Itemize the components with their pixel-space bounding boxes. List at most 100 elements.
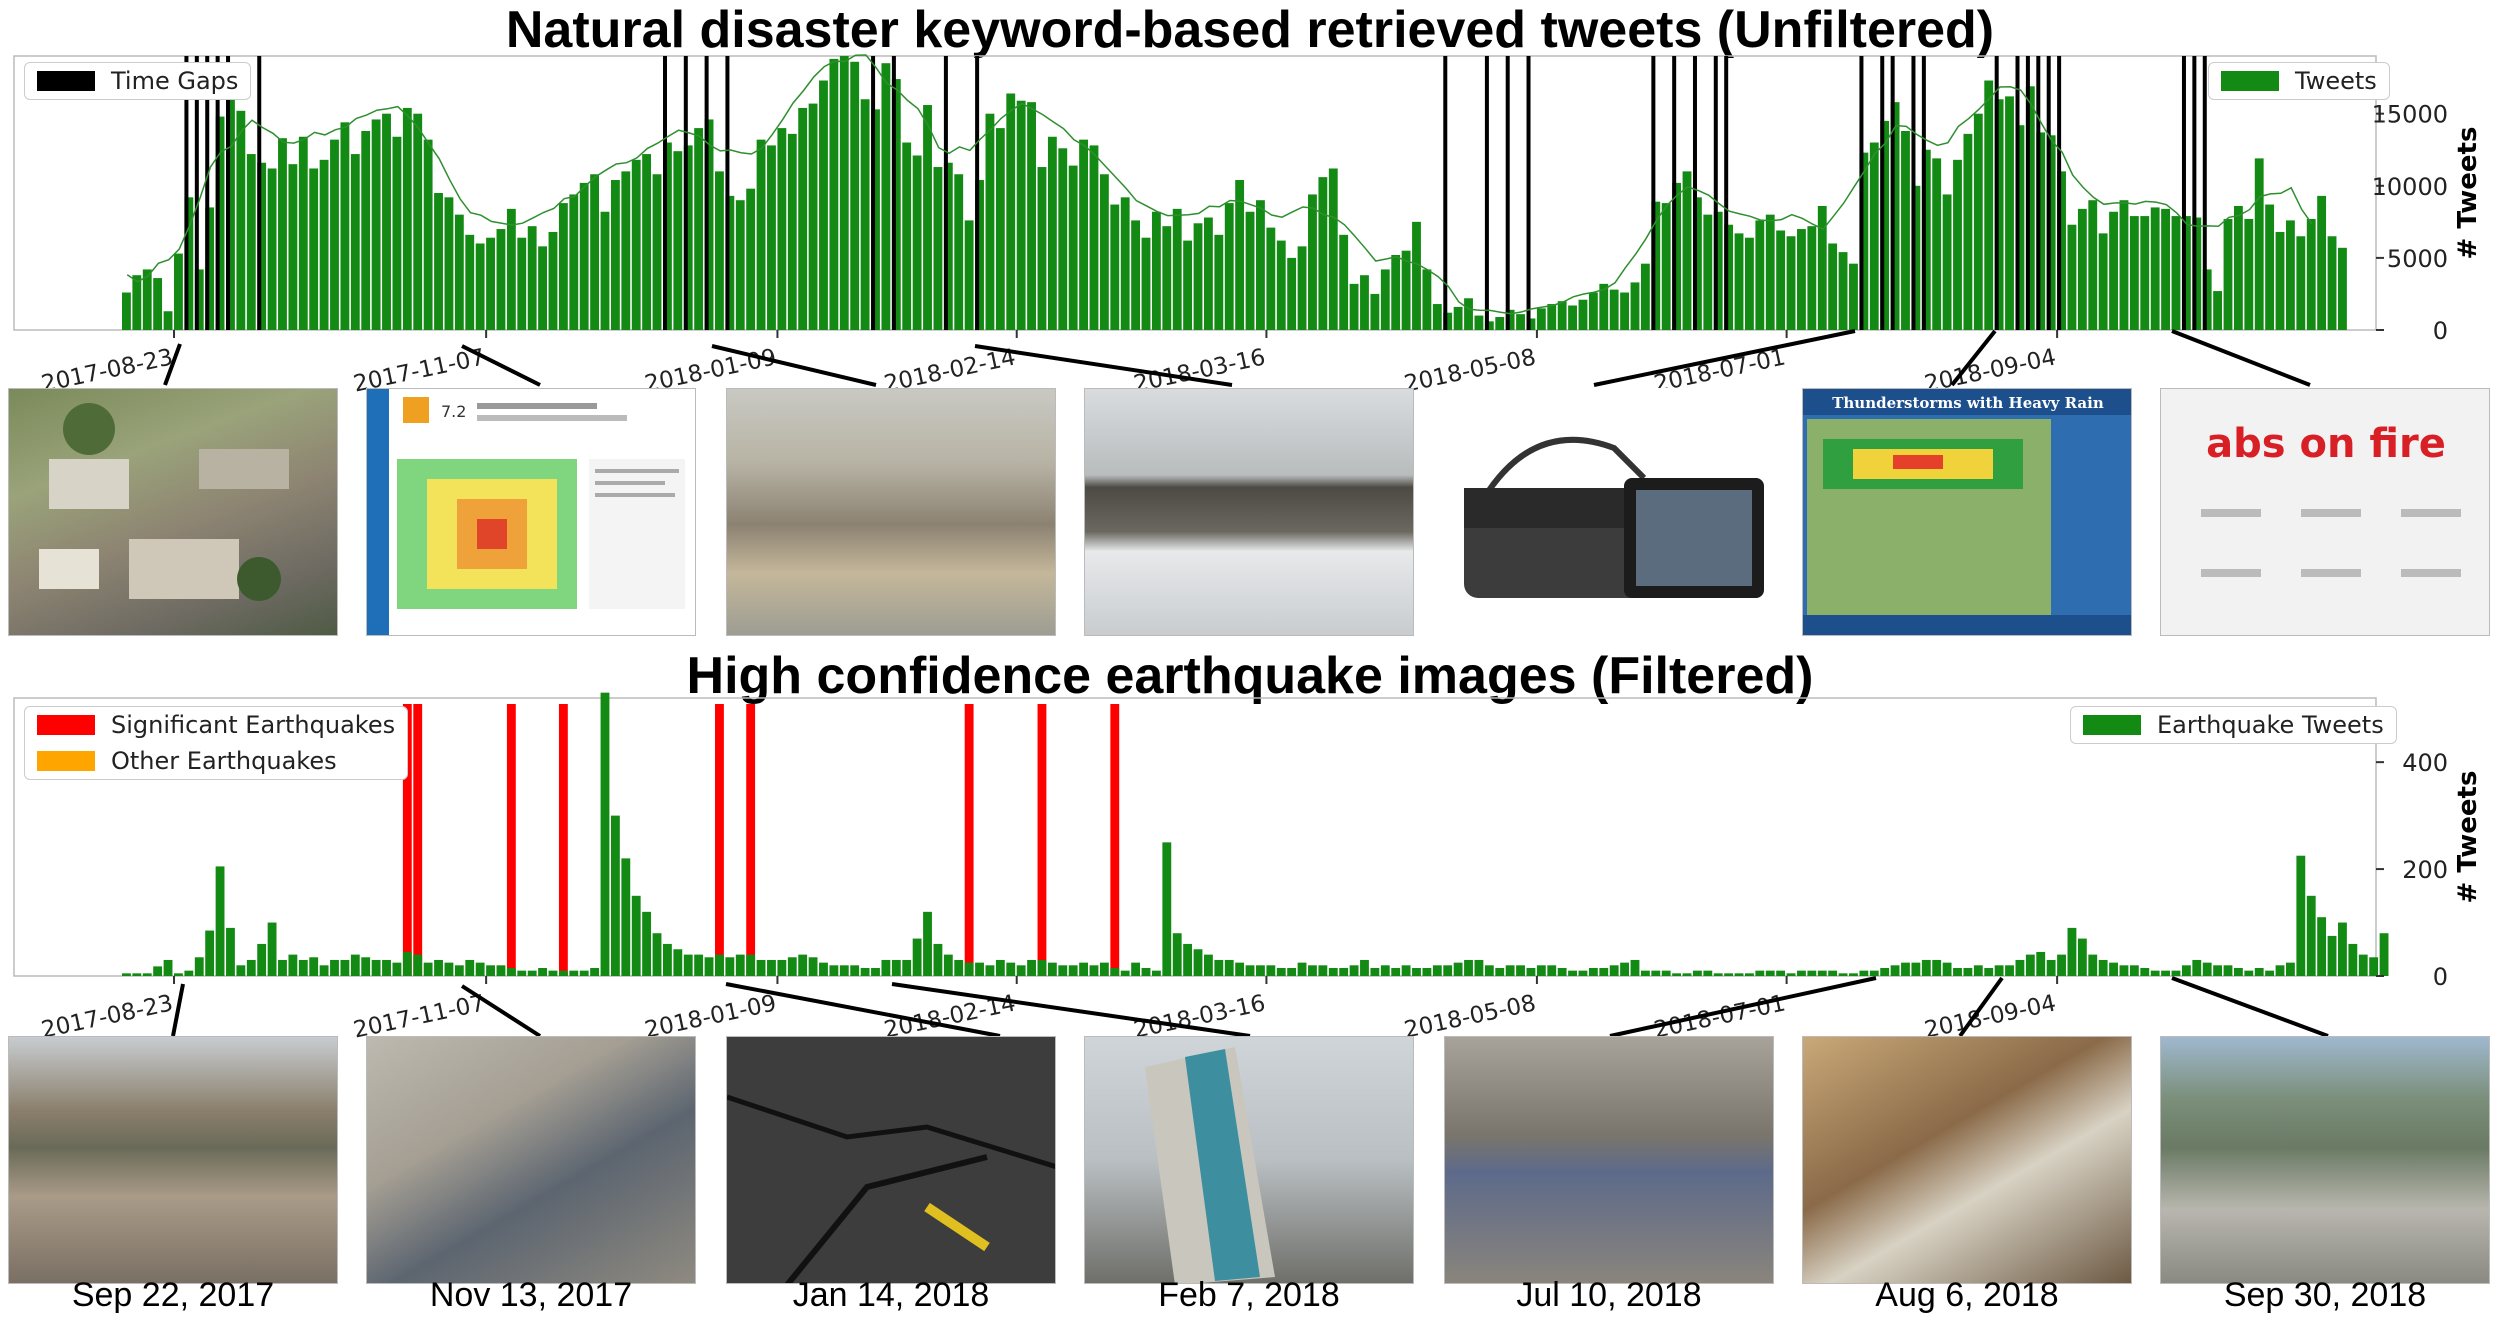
top-bar xyxy=(330,139,339,330)
top-bar xyxy=(1276,240,1286,330)
bottom-bar xyxy=(454,965,464,976)
bottom-bar xyxy=(985,965,995,976)
top-bar xyxy=(1099,174,1109,330)
bottom-significant-earthquake-4 xyxy=(746,704,756,976)
top-bar xyxy=(2327,236,2337,330)
bottom-bar xyxy=(933,943,943,976)
top-bar xyxy=(1692,197,1702,330)
top-bar xyxy=(1578,299,1588,330)
top-bar xyxy=(2098,233,2108,330)
bottom-bar xyxy=(1172,933,1182,976)
bottom-bar xyxy=(215,866,225,976)
bottom-bar xyxy=(2119,965,2129,976)
top-bar xyxy=(194,269,204,330)
top-bar xyxy=(871,109,880,330)
bottom-bar xyxy=(1443,965,1453,976)
top-bar xyxy=(985,113,995,331)
top-time-gap xyxy=(1651,56,1656,330)
top-time-gap xyxy=(683,56,688,330)
bottom-bar xyxy=(1099,962,1109,976)
bottom-bar xyxy=(1828,970,1838,976)
bottom-bar xyxy=(808,957,818,976)
photo-connector-line xyxy=(725,982,1001,1038)
top-time-gap xyxy=(1724,56,1729,330)
bag-tablet-art xyxy=(1464,436,1764,598)
bottom-bar xyxy=(319,965,329,976)
top-bar xyxy=(1859,152,1869,330)
bottom-bar xyxy=(621,858,631,976)
destroyed-truck-photo xyxy=(1444,1036,1774,1284)
top-ylabel: # Tweets xyxy=(2453,127,2483,260)
bottom-bar xyxy=(2025,954,2035,976)
top-time-gap xyxy=(1890,56,1895,330)
legend-earthquake-tweets: Earthquake Tweets xyxy=(2157,711,2384,739)
bottom-bar xyxy=(163,959,173,976)
bottom-bar xyxy=(829,965,839,976)
bottom-bar xyxy=(361,957,371,976)
top-bar xyxy=(174,253,183,330)
bottom-bar xyxy=(1609,965,1619,976)
bottom-bar xyxy=(912,938,922,976)
top-bar xyxy=(215,116,225,330)
top-time-gap xyxy=(2046,56,2051,330)
earthquake-tweets-swatch xyxy=(2083,715,2141,735)
top-bar xyxy=(1661,203,1671,330)
top-bar xyxy=(226,99,235,331)
photo-connector-line xyxy=(1950,329,1997,387)
bottom-bar xyxy=(860,967,870,976)
top-bar xyxy=(1880,120,1890,330)
bottom-bar xyxy=(1214,959,1224,976)
bottom-bar xyxy=(142,973,152,976)
top-bar xyxy=(2171,216,2181,330)
workout-poster-title: abs on fire xyxy=(2206,421,2446,467)
bottom-bar xyxy=(2192,959,2202,976)
top-bar xyxy=(1536,308,1546,330)
top-time-gap xyxy=(257,56,262,330)
top-time-gap xyxy=(975,56,980,330)
bottom-bar xyxy=(506,967,516,976)
bottom-bar xyxy=(444,962,454,976)
top-bar xyxy=(1963,133,1973,330)
top-bar xyxy=(891,79,901,330)
bottom-bar xyxy=(725,957,735,976)
top-bar xyxy=(673,151,683,330)
bottom-bar xyxy=(1037,959,1047,976)
top-bar xyxy=(2067,224,2077,330)
top-bar xyxy=(1557,301,1567,330)
top-bar xyxy=(2233,205,2243,330)
top-time-gap xyxy=(1994,56,1999,330)
bottom-bar xyxy=(652,933,662,976)
top-bar xyxy=(309,168,319,330)
bottom-ylabel: # Tweets xyxy=(2453,771,2483,904)
top-bar xyxy=(975,180,984,330)
top-bar xyxy=(538,246,547,330)
top-time-gap xyxy=(2202,56,2207,330)
bottom-significant-earthquake-7 xyxy=(1110,704,1120,976)
bottom-bar xyxy=(1141,967,1151,976)
top-bar xyxy=(1422,269,1432,330)
top-bar xyxy=(1360,275,1369,330)
bottom-bar xyxy=(964,962,974,976)
bottom-bar xyxy=(1328,967,1338,976)
bottom-bar xyxy=(1276,967,1286,976)
top-bar xyxy=(1110,204,1120,330)
bottom-bar xyxy=(2244,970,2254,976)
top-ytick-label: 0 xyxy=(2433,317,2448,345)
bottom-bar xyxy=(2338,922,2347,976)
bottom-bar xyxy=(2005,965,2014,976)
bottom-bar xyxy=(1204,954,1213,976)
top-bar xyxy=(1204,217,1213,330)
bottom-bar xyxy=(1734,973,1744,976)
bottom-bar xyxy=(1401,965,1411,976)
top-bar xyxy=(2005,96,2014,331)
bottom-bar xyxy=(1807,970,1817,976)
bottom-bar xyxy=(798,954,808,976)
bottom-bar xyxy=(350,954,360,976)
top-trend-line xyxy=(126,54,2313,315)
top-bar xyxy=(1068,165,1078,330)
tweets-swatch xyxy=(2221,71,2279,91)
photo-connector-line xyxy=(1958,976,2004,1038)
bottom-bar xyxy=(1495,967,1505,976)
photo-connector-line xyxy=(2171,976,2329,1038)
top-bar xyxy=(704,119,714,330)
